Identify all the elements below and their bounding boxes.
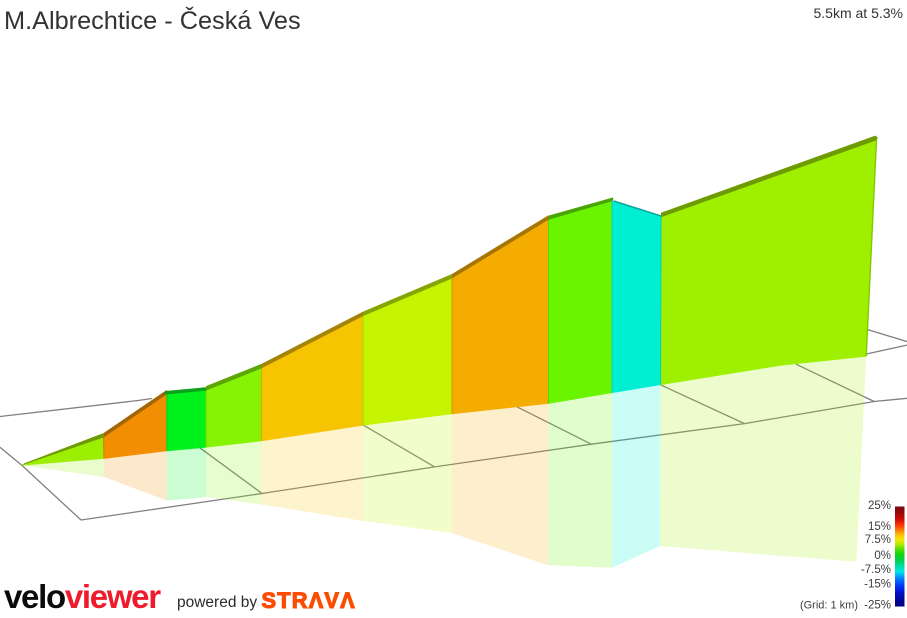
svg-text:powered by: powered by — [177, 594, 257, 611]
svg-text:veloviewer: veloviewer — [4, 578, 161, 613]
svg-text:-15%: -15% — [864, 579, 891, 591]
svg-text:STRΛVΛ: STRΛVΛ — [262, 588, 356, 613]
svg-text:M.Albrechtice - Česká Ves: M.Albrechtice - Česká Ves — [4, 6, 301, 35]
svg-text:7.5%: 7.5% — [865, 534, 891, 546]
svg-text:-7.5%: -7.5% — [861, 564, 891, 576]
svg-text:5.5km at 5.3%: 5.5km at 5.3% — [814, 5, 904, 21]
svg-text:-25%: -25% — [864, 600, 891, 612]
svg-text:(Grid: 1 km): (Grid: 1 km) — [800, 600, 858, 612]
svg-text:25%: 25% — [868, 500, 891, 512]
svg-text:0%: 0% — [874, 550, 891, 562]
svg-text:15%: 15% — [868, 521, 891, 533]
